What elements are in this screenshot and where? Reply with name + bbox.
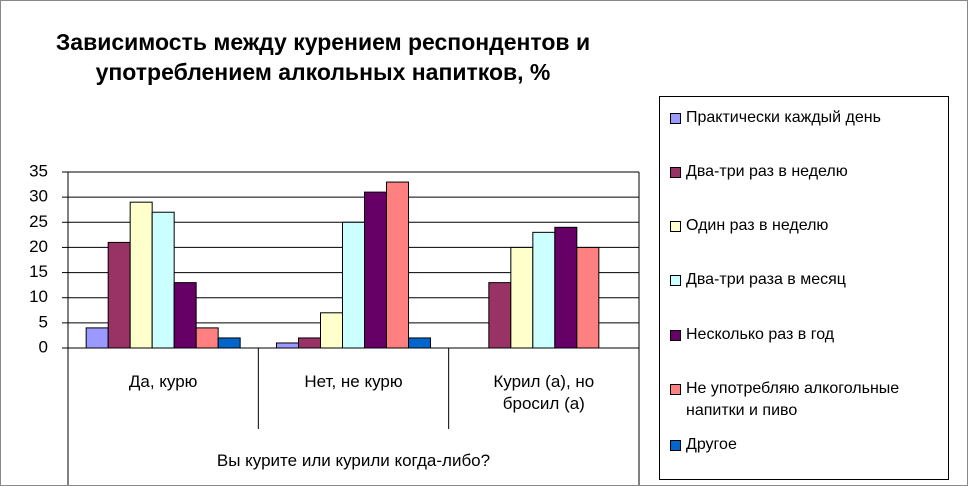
bar	[488, 282, 512, 349]
bar	[510, 246, 534, 349]
legend-swatch	[670, 221, 681, 232]
bar	[342, 221, 365, 349]
x-tick-label: Да, курю	[128, 372, 198, 391]
legend-swatch	[670, 167, 681, 178]
legend-item: Два-три раза в месяц	[670, 269, 945, 291]
y-tick-label: 15	[29, 262, 48, 281]
legend-swatch	[670, 330, 681, 341]
legend-label: Два-три раза в месяц	[686, 271, 846, 288]
x-tick-label: Нет, не курю	[304, 372, 403, 391]
legend-item: Практически каждый день	[670, 107, 945, 129]
bar	[129, 201, 153, 349]
legend-label: Два-три раз в неделю	[686, 163, 848, 180]
y-tick-label: 25	[29, 212, 48, 231]
legend-item: Не употребляю алкогольные напитки и пиво	[670, 378, 945, 422]
legend-item: Один раз в неделю	[670, 215, 945, 237]
legend-swatch	[670, 384, 681, 395]
legend-item: Другое	[670, 434, 945, 456]
y-tick-label: 5	[39, 312, 48, 331]
y-tick-label: 35	[29, 161, 48, 180]
bar	[276, 342, 299, 349]
y-tick-label: 20	[29, 237, 48, 256]
bar	[320, 312, 343, 349]
bar	[576, 246, 600, 349]
legend-swatch	[670, 275, 681, 286]
bar	[554, 226, 578, 349]
y-tick-label: 30	[29, 187, 48, 206]
chart-title: Зависимость между курением респондентов …	[55, 29, 591, 85]
bar	[217, 337, 241, 349]
legend-label: Несколько раз в год	[686, 326, 835, 343]
legend-swatch	[670, 440, 681, 451]
bar	[532, 231, 556, 349]
y-tick-label: 10	[29, 287, 48, 306]
legend-label: Практически каждый день	[686, 109, 881, 126]
bar	[195, 327, 219, 349]
legend: Практически каждый день Два-три раз в нед…	[659, 96, 949, 480]
bar	[107, 241, 131, 349]
bar	[364, 191, 387, 349]
bar	[408, 337, 431, 349]
bar	[85, 327, 109, 349]
legend-item: Два-три раз в неделю	[670, 161, 945, 183]
bar	[173, 282, 197, 349]
bar	[151, 211, 175, 349]
legend-label: Не употребляю алкогольные напитки и пиво	[686, 380, 900, 419]
x-axis-title: Вы курите или курили когда-либо?	[216, 451, 491, 470]
legend-label: Другое	[686, 436, 737, 453]
legend-label: Один раз в неделю	[686, 217, 829, 234]
bar	[298, 337, 321, 349]
y-tick-label: 0	[39, 337, 48, 356]
x-tick-label: Курил (а), но бросил (а)	[493, 372, 595, 413]
bar	[386, 181, 409, 349]
legend-item: Несколько раз в год	[670, 324, 945, 346]
legend-swatch	[670, 113, 681, 124]
